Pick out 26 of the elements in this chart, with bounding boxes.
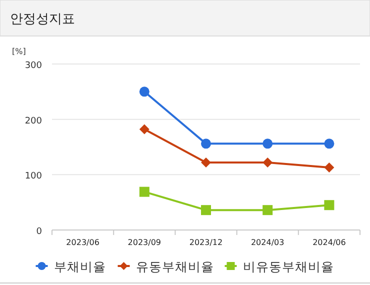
legend-label: 유동부채비율	[136, 259, 214, 274]
point	[201, 138, 211, 149]
x-tick-label: 2024/06	[312, 238, 346, 247]
point	[324, 200, 334, 210]
x-tick-label: 2023/06	[66, 238, 100, 247]
point	[324, 162, 334, 172]
legend-label: 부채비율	[54, 259, 106, 274]
point	[262, 205, 273, 216]
x-tick-label: 2023/12	[189, 238, 223, 247]
point	[139, 124, 150, 134]
y-tick-label: 200	[24, 116, 42, 126]
chart-title: 안정성지표	[10, 12, 75, 27]
point	[201, 205, 211, 216]
y-tick-label: 100	[24, 172, 42, 182]
point	[262, 138, 273, 149]
point	[262, 157, 273, 168]
y-tick-label: 0	[36, 227, 42, 237]
point	[201, 157, 211, 168]
x-tick-label: 2024/03	[250, 238, 284, 247]
legend-label: 비유동부채비율	[242, 259, 334, 274]
point	[139, 186, 150, 197]
y-tick-label: 300	[24, 61, 42, 71]
x-tick-label: 2023/09	[128, 238, 162, 247]
point	[324, 138, 334, 149]
point	[139, 86, 150, 97]
y-axis-title: [%]	[12, 47, 26, 56]
